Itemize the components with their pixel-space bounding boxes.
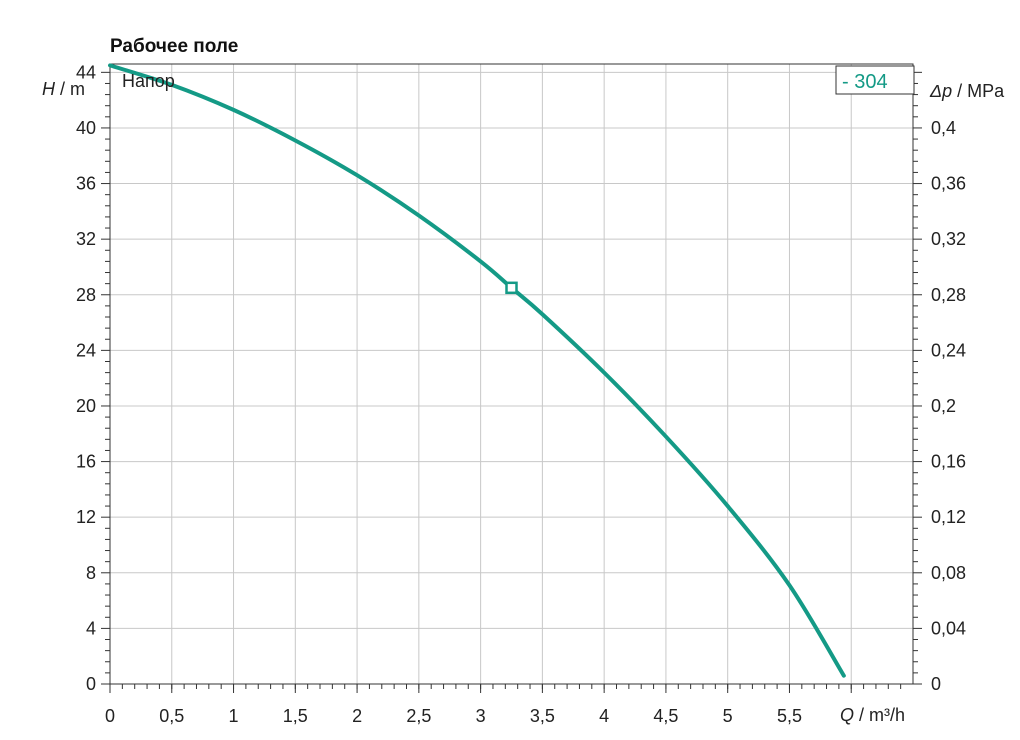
x-tick-label: 1,5 bbox=[283, 706, 308, 726]
legend-label: - 304 bbox=[842, 71, 888, 93]
plot-frame bbox=[109, 63, 914, 685]
x-unit: / m³/h bbox=[854, 705, 905, 725]
y-left-tick-label: 40 bbox=[76, 118, 96, 138]
y-right-tick-label: 0,2 bbox=[931, 396, 956, 416]
y-left-tick-label: 28 bbox=[76, 285, 96, 305]
x-axis-ticks: 0 0,5 1 1,5 2 2,5 3 3,5 4 4,5 5 5,5 bbox=[105, 684, 902, 726]
left-axis-ticks: 0 4 8 12 16 20 24 28 32 36 40 44 bbox=[76, 62, 110, 694]
y-right-tick-label: 0,32 bbox=[931, 229, 966, 249]
y-right-tick-label: 0 bbox=[931, 674, 941, 694]
y-right-symbol: Δp bbox=[929, 81, 952, 101]
y-left-tick-label: 16 bbox=[76, 452, 96, 472]
y-left-tick-label: 32 bbox=[76, 229, 96, 249]
x-tick-label: 4,5 bbox=[653, 706, 678, 726]
y-right-tick-label: 0,28 bbox=[931, 285, 966, 305]
x-axis-label: Q / m³/h bbox=[840, 705, 905, 725]
x-tick-label: 2 bbox=[352, 706, 362, 726]
head-curve-line bbox=[108, 63, 846, 678]
x-tick-label: 2,5 bbox=[406, 706, 431, 726]
x-tick-label: 5,5 bbox=[777, 706, 802, 726]
x-tick-label: 4 bbox=[599, 706, 609, 726]
chart-title: Рабочее поле bbox=[110, 36, 238, 57]
series-label: Напор bbox=[122, 71, 175, 91]
x-tick-label: 0 bbox=[105, 706, 115, 726]
y-right-tick-label: 0,24 bbox=[931, 340, 966, 360]
y-right-tick-label: 0,04 bbox=[931, 618, 966, 638]
y-left-tick-label: 8 bbox=[86, 563, 96, 583]
y-right-tick-label: 0,16 bbox=[931, 452, 966, 472]
y-right-axis-label: Δp / MPa bbox=[929, 81, 1005, 101]
y-left-tick-label: 24 bbox=[76, 340, 96, 360]
y-left-tick-label: 36 bbox=[76, 174, 96, 194]
y-right-tick-label: 0,36 bbox=[931, 174, 966, 194]
x-tick-label: 1 bbox=[229, 706, 239, 726]
y-left-symbol: H bbox=[42, 79, 56, 99]
x-tick-label: 5 bbox=[723, 706, 733, 726]
y-left-tick-label: 20 bbox=[76, 396, 96, 416]
y-left-tick-label: 12 bbox=[76, 507, 96, 527]
right-axis-ticks: 0 0,04 0,08 0,12 0,16 0,2 0,24 0,28 0,32 0,36 0,4 bbox=[913, 71, 966, 694]
y-left-axis-label: H / m bbox=[42, 79, 85, 99]
y-left-tick-label: 44 bbox=[76, 62, 96, 82]
operating-point-marker bbox=[505, 281, 518, 295]
x-tick-label: 3 bbox=[476, 706, 486, 726]
y-right-tick-label: 0,4 bbox=[931, 118, 956, 138]
x-tick-label: 0,5 bbox=[159, 706, 184, 726]
y-left-tick-label: 0 bbox=[86, 674, 96, 694]
y-right-tick-label: 0,12 bbox=[931, 507, 966, 527]
x-tick-label: 3,5 bbox=[530, 706, 555, 726]
y-right-unit: / MPa bbox=[952, 81, 1005, 101]
y-left-unit: / m bbox=[55, 79, 85, 99]
y-left-tick-label: 4 bbox=[86, 618, 96, 638]
legend-box bbox=[835, 65, 915, 95]
x-symbol: Q bbox=[840, 705, 854, 725]
y-right-tick-label: 0,08 bbox=[931, 563, 966, 583]
